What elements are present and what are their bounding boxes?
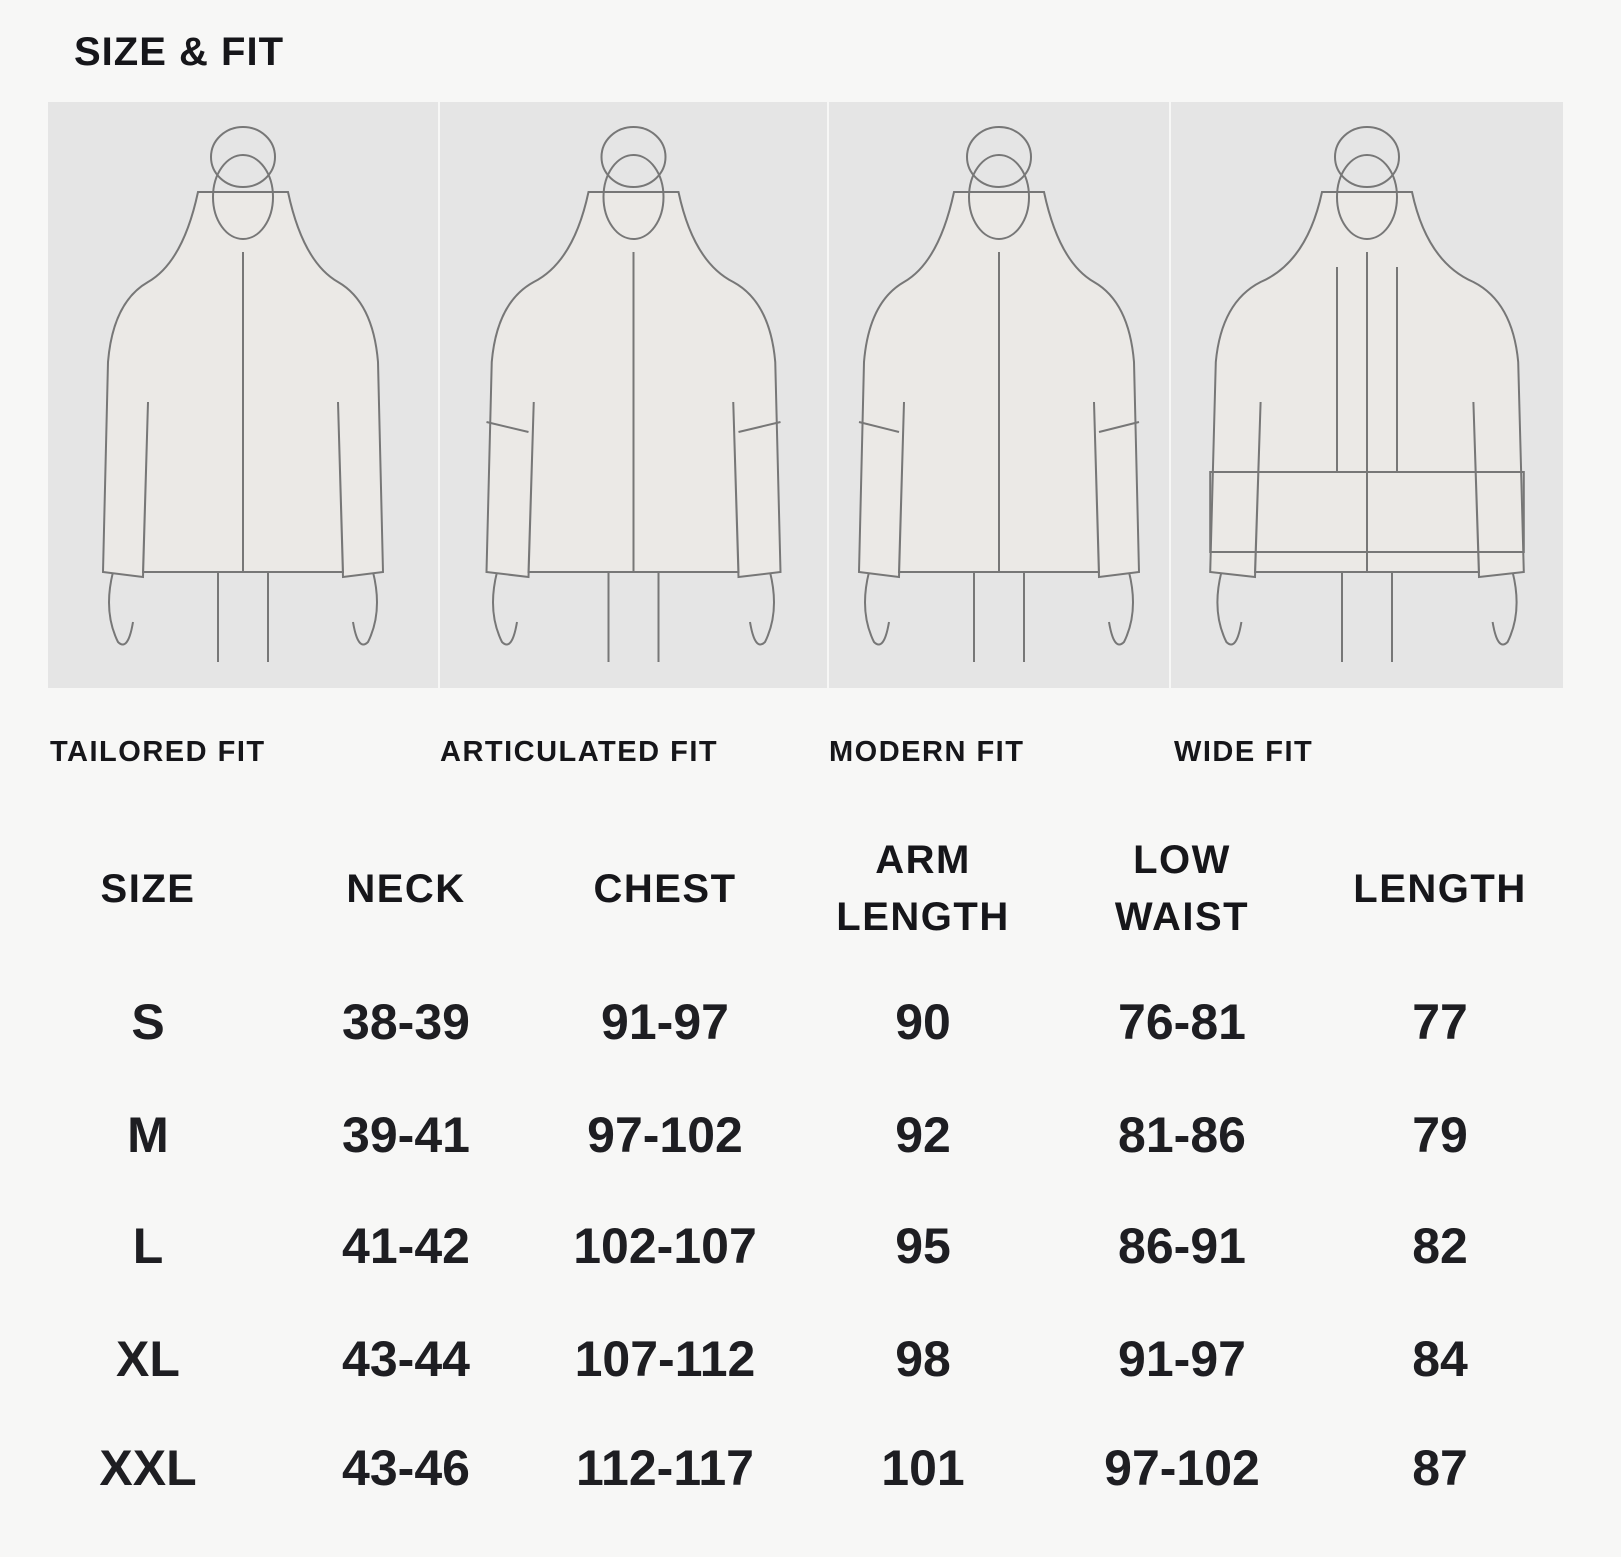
articulated-jacket-illustration bbox=[440, 102, 827, 688]
fit-label: ARTICULATED FIT bbox=[440, 736, 719, 768]
column-header-line: NECK bbox=[346, 867, 466, 911]
tailored-jacket-illustration bbox=[48, 102, 438, 688]
fit-label: WIDE FIT bbox=[1174, 736, 1314, 768]
column-header: LENGTH bbox=[1311, 861, 1569, 918]
column-header-line: WAIST bbox=[1114, 895, 1250, 939]
column-header-line: CHEST bbox=[593, 867, 737, 911]
measurement-cell: 97-102 bbox=[587, 1107, 743, 1163]
column-header: LOW WAIST bbox=[1053, 832, 1311, 946]
measurement-cell: 112-117 bbox=[576, 1440, 754, 1496]
size-cell: XL bbox=[116, 1331, 180, 1387]
measurement-cell: 86-91 bbox=[1118, 1218, 1246, 1274]
column-header: SIZE bbox=[19, 861, 277, 918]
measurement-cell: 43-46 bbox=[342, 1440, 470, 1496]
measurement-cell: 38-39 bbox=[342, 994, 470, 1050]
measurement-cell: 91-97 bbox=[601, 994, 729, 1050]
measurement-cell: 39-41 bbox=[342, 1107, 470, 1163]
measurement-cell: 90 bbox=[895, 994, 951, 1050]
measurement-cell: 102-107 bbox=[573, 1218, 757, 1274]
fit-label: TAILORED FIT bbox=[50, 736, 266, 768]
size-cell: M bbox=[127, 1107, 169, 1163]
measurement-cell: 95 bbox=[895, 1218, 951, 1274]
column-header-line: ARM bbox=[875, 838, 971, 882]
column-header-line: SIZE bbox=[100, 867, 196, 911]
measurement-cell: 43-44 bbox=[342, 1331, 470, 1387]
measurement-cell: 41-42 bbox=[342, 1218, 470, 1274]
size-cell: S bbox=[131, 994, 165, 1050]
size-cell: XXL bbox=[99, 1440, 197, 1496]
measurement-cell: 76-81 bbox=[1118, 994, 1246, 1050]
measurement-cell: 87 bbox=[1412, 1440, 1468, 1496]
measurement-cell: 107-112 bbox=[574, 1331, 756, 1387]
measurement-cell: 97-102 bbox=[1104, 1440, 1260, 1496]
wide-jacket-illustration bbox=[1171, 102, 1563, 688]
measurement-cell: 98 bbox=[895, 1331, 951, 1387]
page-title: SIZE & FIT bbox=[74, 30, 284, 74]
size-cell: L bbox=[132, 1218, 164, 1274]
column-header: ARM LENGTH bbox=[794, 832, 1052, 946]
column-header: CHEST bbox=[536, 861, 794, 918]
column-header: NECK bbox=[277, 861, 535, 918]
modern-jacket-illustration bbox=[829, 102, 1169, 688]
measurement-cell: 77 bbox=[1412, 994, 1468, 1050]
measurement-cell: 91-97 bbox=[1118, 1331, 1246, 1387]
column-header-line: LOW bbox=[1133, 838, 1231, 882]
measurement-cell: 101 bbox=[881, 1440, 965, 1496]
column-header-line: LENGTH bbox=[836, 895, 1010, 939]
measurement-cell: 92 bbox=[895, 1107, 951, 1163]
measurement-cell: 79 bbox=[1412, 1107, 1468, 1163]
measurement-cell: 82 bbox=[1412, 1218, 1468, 1274]
column-header-line: LENGTH bbox=[1353, 867, 1527, 911]
measurement-cell: 81-86 bbox=[1118, 1107, 1246, 1163]
fit-label: MODERN FIT bbox=[829, 736, 1025, 768]
measurement-cell: 84 bbox=[1412, 1331, 1468, 1387]
